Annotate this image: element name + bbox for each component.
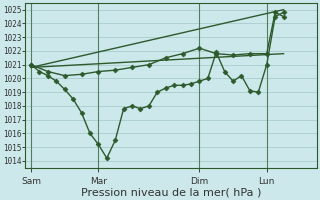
X-axis label: Pression niveau de la mer( hPa ): Pression niveau de la mer( hPa ) <box>81 187 261 197</box>
